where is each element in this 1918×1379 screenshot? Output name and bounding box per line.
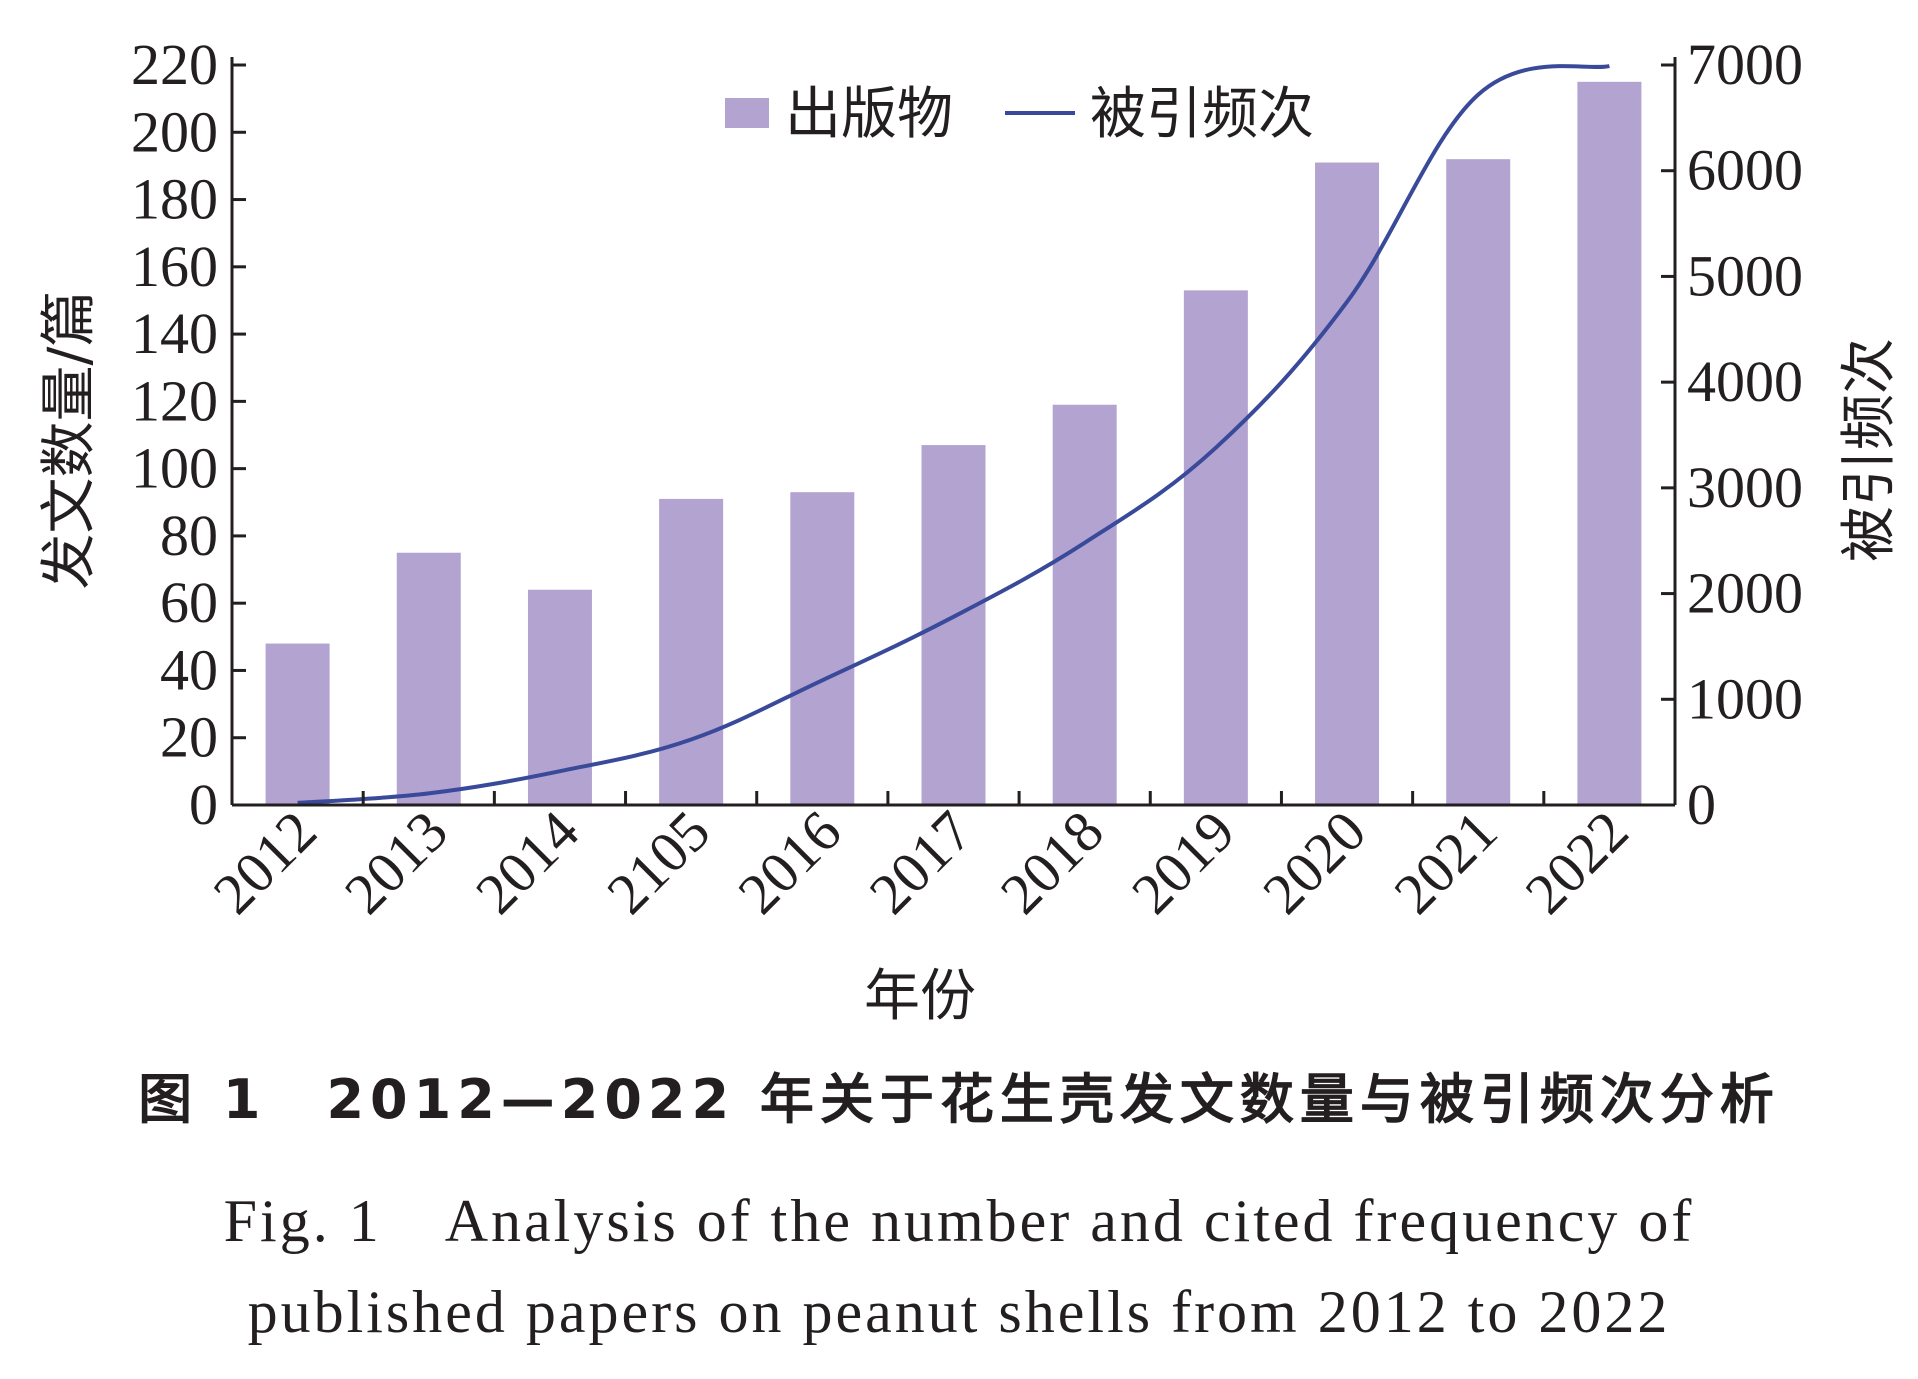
right-tick-label: 1000 xyxy=(1687,666,1803,731)
left-tick-label: 220 xyxy=(131,32,218,97)
x-tick-label: 2012 xyxy=(201,798,329,926)
left-tick-label: 100 xyxy=(131,436,218,501)
x-tick-label: 2019 xyxy=(1119,798,1247,926)
x-tick-label: 2021 xyxy=(1381,798,1509,926)
left-tick-label: 20 xyxy=(160,705,218,770)
left-tick-label: 60 xyxy=(160,570,218,635)
figure-caption-chinese: 图 1 2012—2022 年关于花生壳发文数量与被引频次分析 xyxy=(138,1068,1780,1131)
figure-caption-english-line1: Fig. 1 Analysis of the number and cited … xyxy=(223,1188,1695,1254)
left-tick-label: 0 xyxy=(189,772,218,837)
line-series-citations xyxy=(297,64,1610,805)
bar-2022 xyxy=(1577,81,1642,806)
right-tick-label: 2000 xyxy=(1687,561,1803,626)
bar-series-publications xyxy=(265,81,1642,806)
legend: 出版物 被引频次 xyxy=(725,82,1314,147)
x-axis-title: 年份 xyxy=(864,964,976,1029)
bar-2020 xyxy=(1315,162,1380,805)
legend-label-citations: 被引频次 xyxy=(1090,82,1314,147)
left-tick-label: 120 xyxy=(131,368,218,433)
bar-2017 xyxy=(921,445,986,805)
x-axis-ticks: 2012 2013 2014 2105 2016 2017 2018 2019 2020 2021… xyxy=(201,791,1641,926)
right-tick-label: 0 xyxy=(1687,772,1716,837)
axes xyxy=(230,57,1677,807)
y2-axis-title: 被引频次 xyxy=(1837,338,1902,562)
left-tick-label: 200 xyxy=(131,99,218,164)
bar-2012 xyxy=(265,643,330,805)
left-tick-label: 80 xyxy=(160,503,218,568)
x-tick-label: 2016 xyxy=(726,798,854,926)
x-tick-label: 2105 xyxy=(594,798,722,926)
bar-2016 xyxy=(790,492,855,805)
left-tick-label: 40 xyxy=(160,637,218,702)
x-tick-label: 2020 xyxy=(1250,798,1378,926)
x-tick-label: 2013 xyxy=(332,798,460,926)
figure-caption-english-line2: published papers on peanut shells from 2… xyxy=(247,1279,1671,1345)
bar-2013 xyxy=(396,552,461,805)
x-tick-label: 2014 xyxy=(463,798,591,926)
bar-2014 xyxy=(527,589,592,805)
right-tick-label: 6000 xyxy=(1687,138,1803,203)
bar-2018 xyxy=(1052,404,1117,805)
right-tick-label: 4000 xyxy=(1687,349,1803,414)
left-tick-label: 140 xyxy=(131,301,218,366)
bar-2021 xyxy=(1446,159,1511,805)
legend-label-publications: 出版物 xyxy=(785,82,953,147)
right-tick-label: 3000 xyxy=(1687,455,1803,520)
left-tick-label: 180 xyxy=(131,167,218,232)
legend-swatch-publications xyxy=(725,98,769,128)
bar-2019 xyxy=(1183,290,1248,805)
x-tick-label: 2018 xyxy=(988,798,1116,926)
x-tick-label: 2017 xyxy=(857,798,985,926)
bar-2105 xyxy=(659,498,724,805)
left-tick-label: 160 xyxy=(131,234,218,299)
y-axis-title: 发文数量/篇 xyxy=(37,291,102,590)
right-tick-label: 5000 xyxy=(1687,243,1803,308)
right-axis-ticks: 0 1000 2000 3000 4000 5000 6000 7000 xyxy=(1661,32,1803,837)
x-tick-label: 2022 xyxy=(1513,798,1641,926)
right-tick-label: 7000 xyxy=(1687,32,1803,97)
